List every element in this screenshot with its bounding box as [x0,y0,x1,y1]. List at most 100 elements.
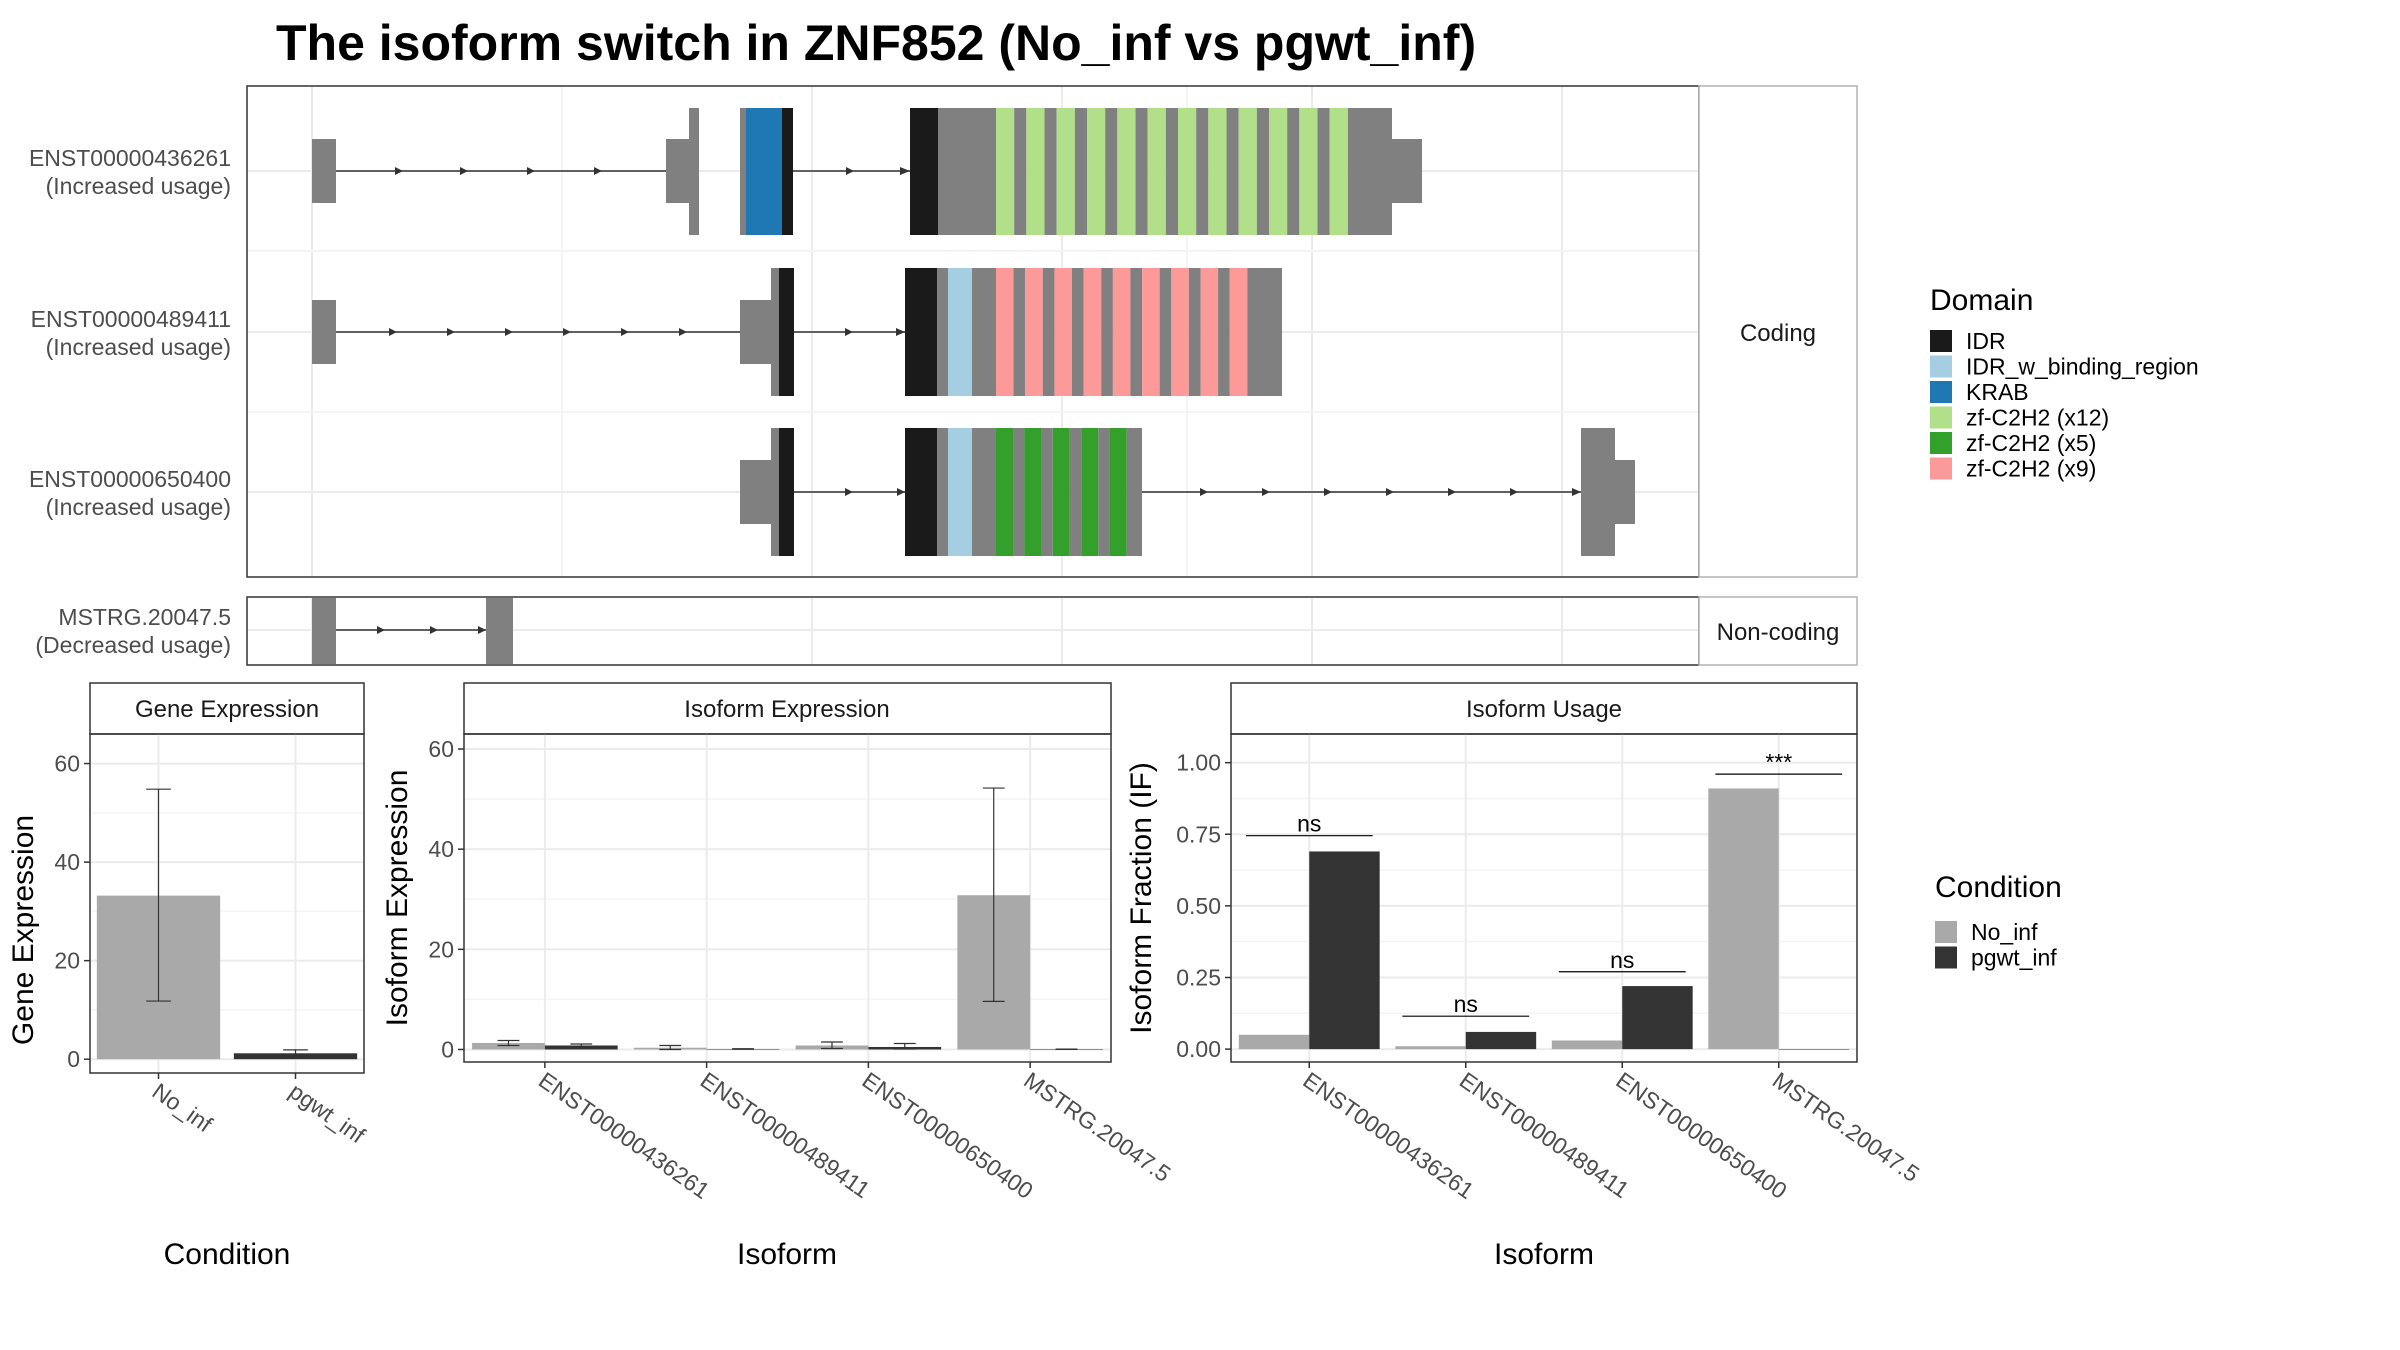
bar-no-inf [472,1042,545,1050]
gene-expression-chart: Gene Expression 0 20 40 60 No_inf pgwt_inf G… [7,682,371,1271]
transcript-usage-4: (Decreased usage) [35,632,231,658]
transcript-label-2: ENST00000489411 [31,306,231,332]
zf-domain-segment [1081,428,1099,556]
zf-domain-segment [996,268,1014,396]
x-tick-label: ENST00000436261 [1298,1067,1478,1204]
transcript-model-1 [312,108,1422,235]
x-tick-label: ENST00000436261 [534,1067,714,1204]
gene-expression-chart-title: Gene Expression [135,696,319,723]
gene-expression-ylabel: Gene Expression [7,815,40,1045]
x-tick-label: ENST00000650400 [1611,1067,1791,1204]
exon-segment [1287,108,1300,235]
domain-legend-label: zf-C2H2 (x9) [1966,456,2096,482]
transcript-label-4: MSTRG.20047.5 [58,604,231,630]
figure-title: The isoform switch in ZNF852 (No_inf vs … [276,15,1476,71]
domain-legend-swatch-idr [1930,330,1952,352]
zf-domain-segment [1208,108,1227,235]
isoform-expression-strip [463,682,1112,735]
significance-label: ns [1610,947,1634,973]
x-tick-label: ENST00000650400 [858,1067,1038,1204]
transcript-model-4 [312,598,513,664]
gene-expression-strip [89,682,365,735]
isoform-expression-ylabel: Isoform Expression [381,770,414,1027]
transcript-label-3: ENST00000650400 [29,466,231,492]
zf-domain-segment [1229,268,1248,396]
domain-legend-swatch-krab [1930,381,1952,403]
zf-domain-segment [1299,108,1318,235]
zf-domain-segment [1147,108,1166,235]
y-tick-label: 60 [428,736,454,762]
exon-segment [1130,268,1143,396]
zf-domain-segment [996,108,1015,235]
isoform-expression-xlabel: Isoform [737,1238,837,1271]
x-tick-label: ENST00000489411 [696,1067,875,1203]
y-tick-label: 0.25 [1176,964,1221,990]
condition-legend-label: No_inf [1971,919,2038,945]
y-tick-label: 1.00 [1176,750,1221,776]
exon-segment [1165,108,1178,235]
exon-segment [1069,428,1082,556]
isoform-expression-panel-border [463,733,1112,1063]
zf-domain-segment [1142,268,1160,396]
condition-legend-swatch-pgwt_inf [1935,946,1957,969]
noncoding-strip-label: Non-coding [1717,619,1840,646]
condition-legend-title: Condition [1935,871,2062,904]
exon-segment [1317,108,1330,235]
exon-segment [1013,268,1026,396]
exon-segment [1347,108,1360,235]
zf-domain-segment [1269,108,1288,235]
bar-pgwt-inf [1778,1049,1850,1050]
transcript-model-2 [312,268,1282,396]
gene-expression-panel-border [89,733,365,1074]
domain-legend-label: IDR_w_binding_region [1966,354,2199,380]
zf-domain-segment [1026,108,1045,235]
x-tick-label: No_inf [148,1078,218,1138]
bar-pgwt-inf [1465,1031,1537,1050]
exon-segment [1135,108,1148,235]
zf-domain-segment [1109,428,1127,556]
domain-legend-title: Domain [1930,284,2033,317]
zf-domain-segment [996,428,1014,556]
zf-domain-segment [1052,428,1070,556]
zf-domain-segment [1056,108,1075,235]
y-tick-label: 60 [54,751,80,777]
domain-legend: Domain IDRIDR_w_binding_regionKRABzf-C2H… [1930,284,2199,482]
gene-expression-xlabel: Condition [164,1238,291,1271]
domain-legend-swatch-zf12 [1930,406,1952,429]
zf-domain-segment [1200,268,1219,396]
transcript-usage-2: (Increased usage) [46,334,231,360]
x-tick-label: pgwt_inf [285,1078,371,1149]
y-tick-label: 20 [54,948,80,974]
coding-strip-label: Coding [1740,320,1816,347]
y-tick-label: 0.75 [1176,821,1221,847]
y-tick-label: 0 [441,1036,454,1062]
domain-legend-label: IDR [1966,328,2006,354]
bar-no-inf [1395,1046,1466,1050]
exon-segment [1042,268,1055,396]
coding-strip [1698,85,1858,578]
domain-legend-label: zf-C2H2 (x12) [1966,405,2109,431]
isoform-usage-xlabel: Isoform [1494,1238,1594,1271]
y-tick-label: 0 [67,1046,80,1072]
zf-domain-segment [1329,108,1348,235]
transcript-model-3 [740,428,1635,556]
exon-segment [1014,108,1027,235]
exon-segment [1188,268,1201,396]
transcript-usage-3: (Increased usage) [46,494,231,520]
domain-legend-label: KRAB [1966,379,2029,405]
zf-domain-segment [1171,268,1189,396]
isoform-expression-chart: Isoform Expression 0 20 40 60 ENST000004362… [381,682,1176,1271]
zf-domain-segment [1112,268,1131,396]
x-tick-label: MSTRG.20047.5 [1019,1067,1175,1187]
exon-segment [1105,108,1118,235]
exon-segment [1101,268,1113,396]
zf-domain-segment [1087,108,1106,235]
exon-segment [1196,108,1209,235]
transcript-label-1: ENST00000436261 [29,145,231,171]
domain-legend-swatch-zf9 [1930,457,1952,480]
bar-no-inf [1238,1034,1310,1050]
exon-segment [1226,108,1239,235]
isoform-expression-chart-title: Isoform Expression [684,696,889,723]
